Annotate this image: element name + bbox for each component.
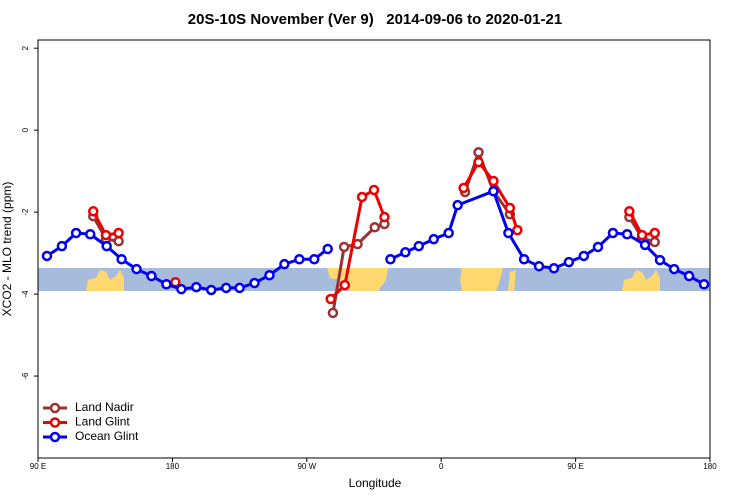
- data-point: [458, 182, 469, 194]
- data-point: [512, 224, 523, 236]
- data-point: [322, 243, 333, 255]
- data-point: [639, 239, 651, 251]
- data-point: [385, 253, 396, 265]
- data-point: [131, 263, 142, 275]
- y-tick-label: -2: [21, 208, 30, 216]
- legend-marker: [49, 417, 61, 428]
- data-point: [533, 260, 545, 272]
- data-point: [649, 236, 660, 248]
- data-point: [309, 253, 320, 265]
- legend-label: Ocean Glint: [75, 429, 139, 443]
- land-shape: [86, 270, 124, 291]
- legend-marker: [49, 431, 61, 443]
- data-point: [548, 263, 560, 274]
- data-point: [452, 199, 463, 211]
- data-point: [518, 253, 530, 265]
- data-point: [563, 256, 575, 268]
- y-tick-label: -4: [21, 290, 30, 298]
- data-point: [41, 250, 53, 262]
- data-point: [116, 253, 127, 265]
- data-point: [356, 191, 368, 203]
- data-point: [683, 270, 695, 282]
- data-point: [488, 185, 499, 197]
- data-point: [294, 253, 305, 265]
- data-point: [234, 282, 245, 294]
- data-point: [473, 147, 484, 158]
- data-point: [70, 227, 82, 239]
- data-point: [473, 156, 484, 168]
- data-point: [428, 233, 439, 245]
- data-point: [85, 228, 96, 240]
- data-point: [621, 228, 633, 240]
- data-point: [279, 258, 290, 270]
- data-point: [607, 227, 619, 239]
- data-point: [339, 279, 351, 291]
- data-point: [113, 235, 124, 247]
- chart-title: 20S-10S November (Ver 9) 2014-09-06 to 2…: [188, 11, 562, 28]
- legend-label: Land Glint: [75, 415, 130, 429]
- data-point: [578, 250, 590, 262]
- x-tick-label: 180: [166, 462, 180, 471]
- land-shape: [460, 268, 516, 291]
- y-axis-label: XCO2 - MLO trend (ppm): [0, 182, 14, 317]
- data-point: [369, 222, 380, 233]
- data-point: [413, 240, 425, 252]
- data-point: [400, 247, 411, 258]
- data-point: [654, 254, 666, 266]
- data-point: [368, 184, 380, 196]
- legend-label: Land Nadir: [75, 400, 134, 414]
- data-point: [379, 211, 390, 223]
- data-point: [636, 229, 648, 241]
- data-point: [698, 278, 710, 290]
- x-tick-label: 90 E: [567, 462, 583, 471]
- data-point: [191, 281, 202, 293]
- data-point: [249, 277, 260, 289]
- x-tick-label: 0: [439, 462, 444, 471]
- data-point: [100, 229, 112, 241]
- data-point: [220, 282, 232, 294]
- data-point: [325, 293, 336, 305]
- y-tick-label: 0: [21, 127, 30, 132]
- data-point: [205, 284, 217, 296]
- data-point: [504, 202, 516, 214]
- x-axis-label: Longitude: [349, 476, 402, 490]
- legend-marker: [49, 402, 61, 414]
- data-point: [88, 206, 99, 217]
- data-point: [101, 240, 112, 252]
- data-point: [176, 283, 187, 295]
- data-point: [327, 307, 339, 319]
- plot-frame: [37, 39, 711, 459]
- x-tick-label: 90 E: [30, 462, 46, 471]
- data-point: [443, 227, 454, 239]
- y-tick-label: 2: [21, 45, 30, 50]
- data-point: [113, 227, 124, 239]
- land-shape: [327, 268, 388, 291]
- data-point: [146, 270, 157, 282]
- data-point: [488, 175, 499, 187]
- data-point: [264, 269, 275, 281]
- map-inset: [38, 268, 710, 291]
- data-point: [668, 263, 680, 275]
- data-point: [624, 206, 635, 217]
- x-tick-label: 90 W: [297, 462, 316, 471]
- data-point: [503, 227, 514, 239]
- x-tick-label: 180: [703, 462, 717, 471]
- data-point: [338, 241, 350, 253]
- data-point: [161, 278, 172, 290]
- land-shape: [622, 270, 660, 291]
- y-tick-label: -6: [21, 372, 30, 380]
- data-point: [649, 227, 660, 239]
- data-point: [56, 240, 68, 252]
- data-point: [592, 241, 604, 253]
